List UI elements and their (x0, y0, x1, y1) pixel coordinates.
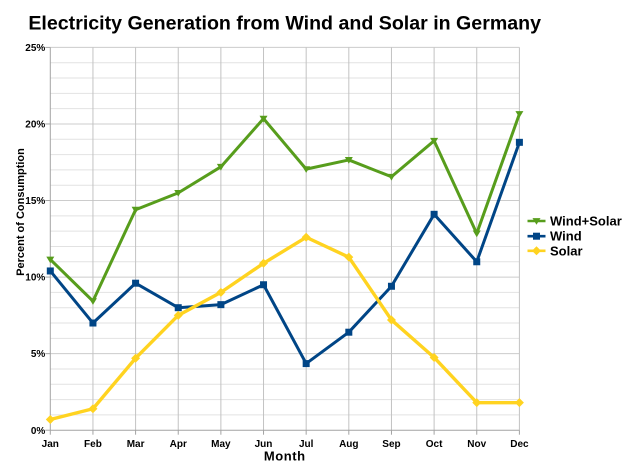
svg-text:Jul: Jul (299, 439, 314, 450)
svg-text:Percent of Consumption: Percent of Consumption (15, 148, 27, 276)
svg-text:Dec: Dec (510, 439, 529, 450)
svg-text:Oct: Oct (426, 439, 443, 450)
svg-text:5%: 5% (31, 349, 46, 360)
svg-text:Sep: Sep (382, 439, 400, 450)
svg-text:25%: 25% (25, 43, 45, 54)
svg-text:15%: 15% (25, 196, 45, 207)
svg-text:May: May (211, 439, 231, 450)
svg-text:0%: 0% (31, 426, 46, 437)
svg-text:Apr: Apr (170, 439, 187, 450)
svg-text:Wind+Solar: Wind+Solar (550, 214, 622, 229)
svg-text:Month: Month (264, 449, 306, 464)
svg-text:Jan: Jan (42, 439, 59, 450)
svg-text:Feb: Feb (84, 439, 102, 450)
svg-text:10%: 10% (25, 273, 45, 284)
svg-text:Jun: Jun (255, 439, 273, 450)
svg-text:Mar: Mar (127, 439, 145, 450)
svg-text:20%: 20% (25, 120, 45, 131)
svg-text:Electricity Generation from Wi: Electricity Generation from Wind and Sol… (28, 13, 541, 35)
svg-text:Solar: Solar (550, 243, 583, 258)
svg-text:Nov: Nov (467, 439, 486, 450)
svg-text:Aug: Aug (339, 439, 358, 450)
svg-text:Wind: Wind (550, 229, 582, 244)
